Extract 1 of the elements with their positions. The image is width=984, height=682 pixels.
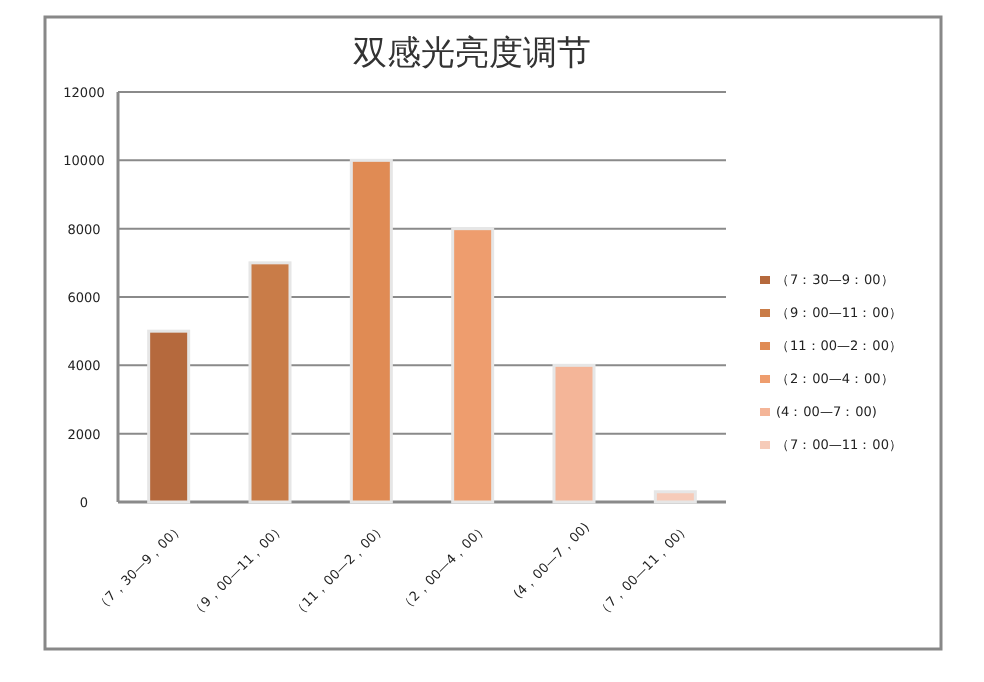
chart-title: 双感光亮度调节 <box>353 34 591 74</box>
